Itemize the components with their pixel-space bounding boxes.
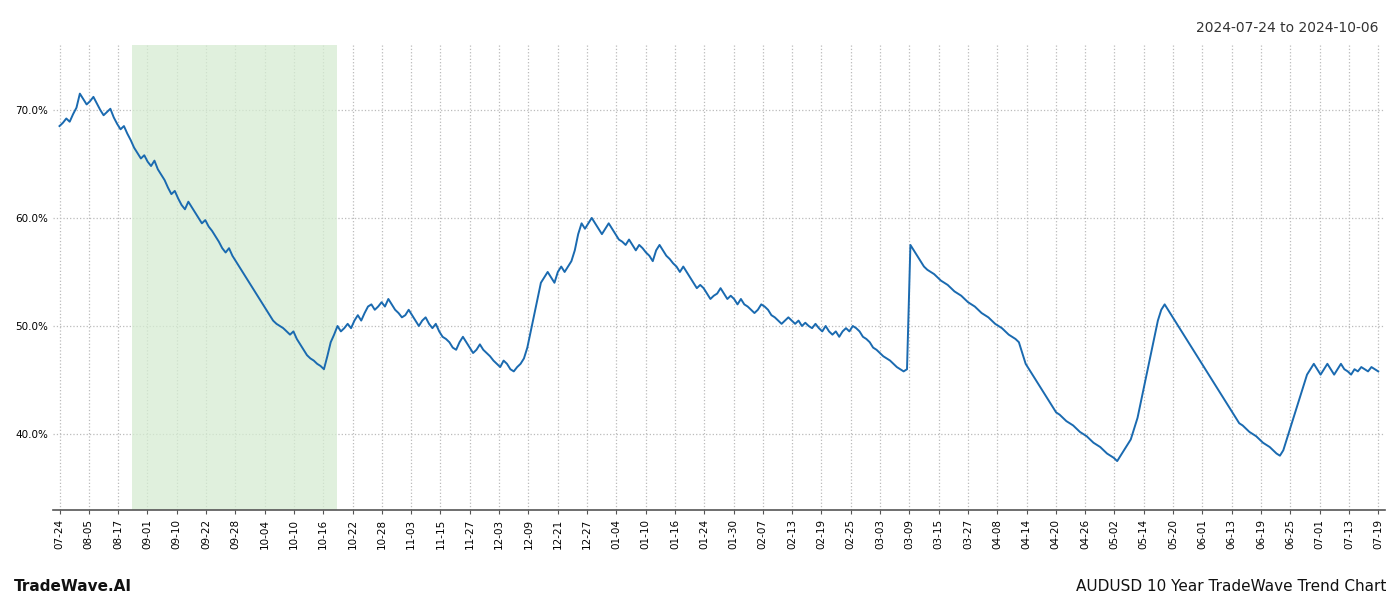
Text: 2024-07-24 to 2024-10-06: 2024-07-24 to 2024-10-06	[1197, 21, 1379, 35]
Text: AUDUSD 10 Year TradeWave Trend Chart: AUDUSD 10 Year TradeWave Trend Chart	[1075, 579, 1386, 594]
Text: TradeWave.AI: TradeWave.AI	[14, 579, 132, 594]
Bar	[132, 45, 337, 510]
